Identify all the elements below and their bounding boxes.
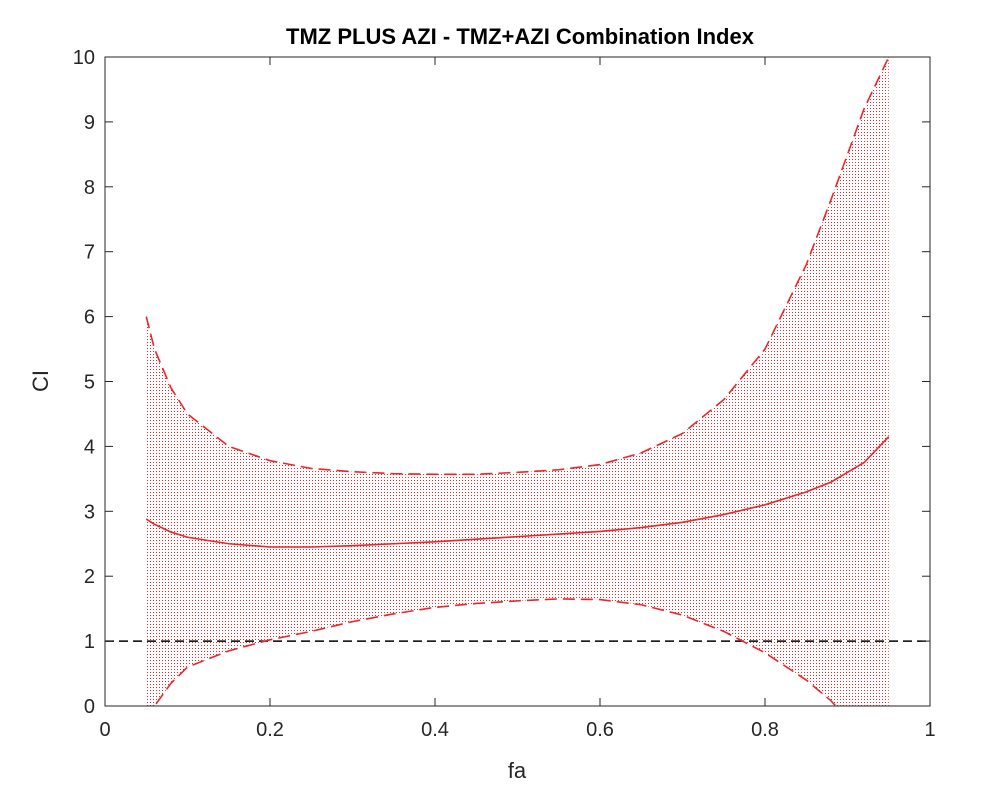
confidence-band	[146, 57, 889, 706]
x-tick-label: 0.8	[751, 719, 779, 741]
y-tick-label: 4	[84, 436, 95, 458]
y-tick-label: 8	[84, 177, 95, 199]
chart-title: TMZ PLUS AZI - TMZ+AZI Combination Index	[286, 24, 755, 49]
x-tick-label: 0.4	[421, 719, 449, 741]
x-tick-label: 0.6	[586, 719, 614, 741]
y-tick-label: 5	[84, 372, 95, 394]
y-tick-label: 9	[84, 112, 95, 134]
y-tick-label: 1	[84, 631, 95, 653]
x-tick-label: 0	[99, 719, 110, 741]
x-tick-label: 0.2	[256, 719, 284, 741]
ci-estimate-line	[145, 436, 890, 548]
y-tick-label: 7	[84, 242, 95, 264]
y-tick-label: 0	[84, 696, 95, 718]
x-axis-label: fa	[508, 758, 527, 783]
lower-bound-line	[153, 598, 837, 706]
upper-bound-line	[145, 57, 890, 476]
y-tick-label: 10	[73, 47, 95, 69]
x-tick-label: 1	[924, 719, 935, 741]
y-tick-label: 2	[84, 566, 95, 588]
y-axis-label: CI	[28, 370, 53, 392]
y-tick-label: 3	[84, 501, 95, 523]
y-tick-label: 6	[84, 307, 95, 329]
